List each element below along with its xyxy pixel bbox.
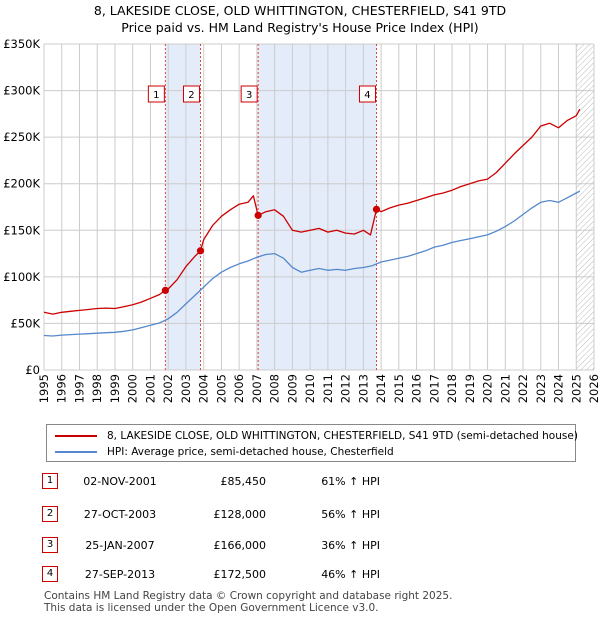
x-tick-label: 2010 [303,374,317,403]
x-tick-label: 2015 [392,374,406,403]
sale-marker-box [240,85,258,103]
x-tick-label: 1998 [90,374,104,403]
x-tick-label: 2000 [126,374,140,403]
x-tick-label: 2009 [285,374,299,403]
x-tick-label: 1996 [55,374,69,403]
y-tick-label: £150K [3,223,40,237]
legend-swatch-hpi [55,451,97,453]
y-tick-label: £100K [3,270,40,284]
legend-swatch-property [55,435,97,437]
sale-point [161,286,169,295]
x-tick-label: 2003 [179,374,193,403]
x-tick-label: 2016 [410,374,424,403]
sale-hpi-diff: 61% ↑ HPI [321,475,380,488]
sale-price: £166,000 [213,539,267,552]
sale-hpi-diff: 46% ↑ HPI [321,568,380,581]
x-tick-label: 2014 [374,374,388,403]
sale-number-badge: 3 [42,537,58,553]
legend-label-hpi: HPI: Average price, semi-detached house,… [107,446,394,458]
sales-row: 1 02-NOV-2001 £85,450 61% ↑ HPI [0,472,600,492]
sale-hpi-diff: 56% ↑ HPI [321,508,380,521]
sale-number-badge: 2 [42,506,58,522]
sale-point [254,211,262,219]
sale-point [372,205,381,213]
sale-date: 27-SEP-2013 [84,568,156,581]
x-tick-label: 2012 [339,374,353,403]
chart-title-line1: 8, LAKESIDE CLOSE, OLD WHITTINGTON, CHES… [93,3,507,18]
property-price-line [43,108,581,315]
y-tick-label: £200K [3,177,40,191]
sale-number-badge: 4 [42,566,58,582]
x-tick-label: 2018 [445,374,459,403]
chart-title: 8, LAKESIDE CLOSE, OLD WHITTINGTON, CHES… [0,2,600,36]
price-chart: 1 2 3 4 £0 £50K £100K £150K £200K £250K £300K £350… [3,37,600,403]
sale-marker-label: 4 [364,90,370,101]
legend-item-property: 8, LAKESIDE CLOSE, OLD WHITTINGTON, CHES… [55,428,578,444]
sale-date: 27-OCT-2003 [83,508,157,521]
y-tick-label: £350K [3,37,40,51]
sale-price: £85,450 [220,475,267,488]
footer-line2: This data is licensed under the Open Gov… [44,602,379,614]
footer-line1: Contains HM Land Registry data © Crown c… [44,590,453,602]
x-tick-label: 2005 [214,374,228,403]
x-tick-label: 2001 [143,374,157,403]
sale-marker-label: 2 [188,90,194,101]
y-tick-label: £50K [11,316,41,330]
hpi-line [43,190,581,337]
sale-span-shade [258,44,377,370]
legend-item-hpi: HPI: Average price, semi-detached house,… [55,444,394,460]
sales-row: 4 27-SEP-2013 £172,500 46% ↑ HPI [0,565,600,585]
y-tick-label: £0 [25,363,40,377]
x-tick-label: 2023 [534,374,548,403]
x-tick-label: 2006 [232,374,246,403]
y-tick-label: £250K [3,130,40,144]
x-tick-label: 2002 [161,374,175,403]
sale-number-badge: 1 [42,473,58,489]
sale-marker-box [182,85,200,103]
sales-row: 3 25-JAN-2007 £166,000 36% ↑ HPI [0,536,600,556]
sale-date: 02-NOV-2001 [83,475,157,488]
x-tick-label: 2024 [552,374,566,403]
sale-point [196,247,205,255]
sale-date: 25-JAN-2007 [85,539,155,552]
chart-title-line2: Price paid vs. HM Land Registry's House … [121,20,479,35]
sales-row: 2 27-OCT-2003 £128,000 56% ↑ HPI [0,505,600,525]
y-tick-label: £300K [3,84,40,98]
sale-price: £128,000 [213,508,267,521]
x-tick-label: 2008 [268,374,282,403]
sale-hpi-diff: 36% ↑ HPI [321,539,380,552]
legend-label-property: 8, LAKESIDE CLOSE, OLD WHITTINGTON, CHES… [107,430,578,442]
x-tick-label: 2017 [427,374,441,403]
x-tick-label: 2007 [250,374,264,403]
x-tick-label: 2026 [587,374,600,403]
x-tick-label: 1999 [108,374,122,403]
footer: Contains HM Land Registry data © Crown c… [44,590,452,614]
x-tick-label: 2021 [498,374,512,403]
x-tick-label: 2022 [516,374,530,403]
forecast-hatch [576,44,594,370]
x-tick-label: 2004 [197,374,211,403]
x-tick-label: 2011 [321,374,335,403]
sale-price: £172,500 [213,568,267,581]
x-tick-label: 1995 [37,374,51,403]
sale-marker-label: 1 [153,90,159,101]
sale-marker-label: 3 [246,90,252,101]
x-tick-label: 1997 [72,374,86,403]
x-tick-label: 2019 [463,374,477,403]
x-tick-label: 2025 [569,374,583,403]
x-tick-label: 2020 [481,374,495,403]
chart-legend: 8, LAKESIDE CLOSE, OLD WHITTINGTON, CHES… [46,424,578,462]
sale-marker-box [358,85,376,103]
x-tick-label: 2013 [356,374,370,403]
sale-marker-box [147,85,165,103]
